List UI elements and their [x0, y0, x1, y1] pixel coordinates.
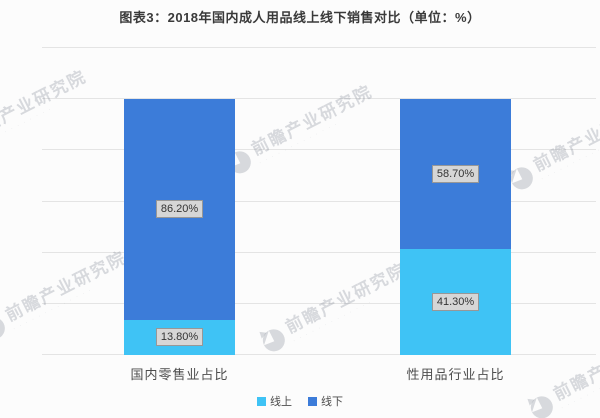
data-label: 41.30%: [431, 293, 480, 312]
x-axis-labels: 国内零售业占比 性用品行业占比: [42, 364, 596, 382]
data-label: 86.20%: [155, 200, 204, 219]
gridline: [42, 302, 596, 304]
stacked-bar: 41.30% 58.70%: [400, 99, 511, 355]
bar-segment-线下: 86.20%: [124, 99, 235, 320]
stacked-bar: 13.80% 86.20%: [124, 99, 235, 355]
legend: 线上 线下: [0, 393, 600, 409]
gridline: [42, 200, 596, 202]
gridline: [42, 354, 596, 355]
legend-label: 线上: [270, 396, 292, 408]
qianzhan-logo-icon: [0, 307, 10, 346]
data-label: 13.80%: [155, 328, 204, 347]
bar-segment-线上: 41.30%: [400, 249, 511, 355]
chart-title: 图表3：2018年国内成人用品线上线下销售对比（单位：%）: [119, 10, 481, 25]
plot-area: 13.80% 86.20% 41.30% 58.70%: [42, 47, 596, 355]
legend-item-线上: 线上: [257, 393, 292, 409]
data-label: 58.70%: [431, 165, 480, 184]
legend-swatch-icon: [308, 396, 317, 406]
x-axis-label: 国内零售业占比: [130, 367, 229, 382]
legend-item-线下: 线下: [308, 393, 343, 409]
gridline: [42, 98, 596, 100]
x-axis-label: 性用品行业占比: [406, 367, 505, 382]
bar-segment-线上: 13.80%: [124, 319, 235, 355]
legend-swatch-icon: [257, 396, 266, 406]
bar-segment-线下: 58.70%: [400, 99, 511, 250]
gridline: [42, 149, 596, 151]
legend-label: 线下: [321, 396, 343, 408]
gridline: [42, 251, 596, 253]
gridline: [42, 47, 596, 48]
